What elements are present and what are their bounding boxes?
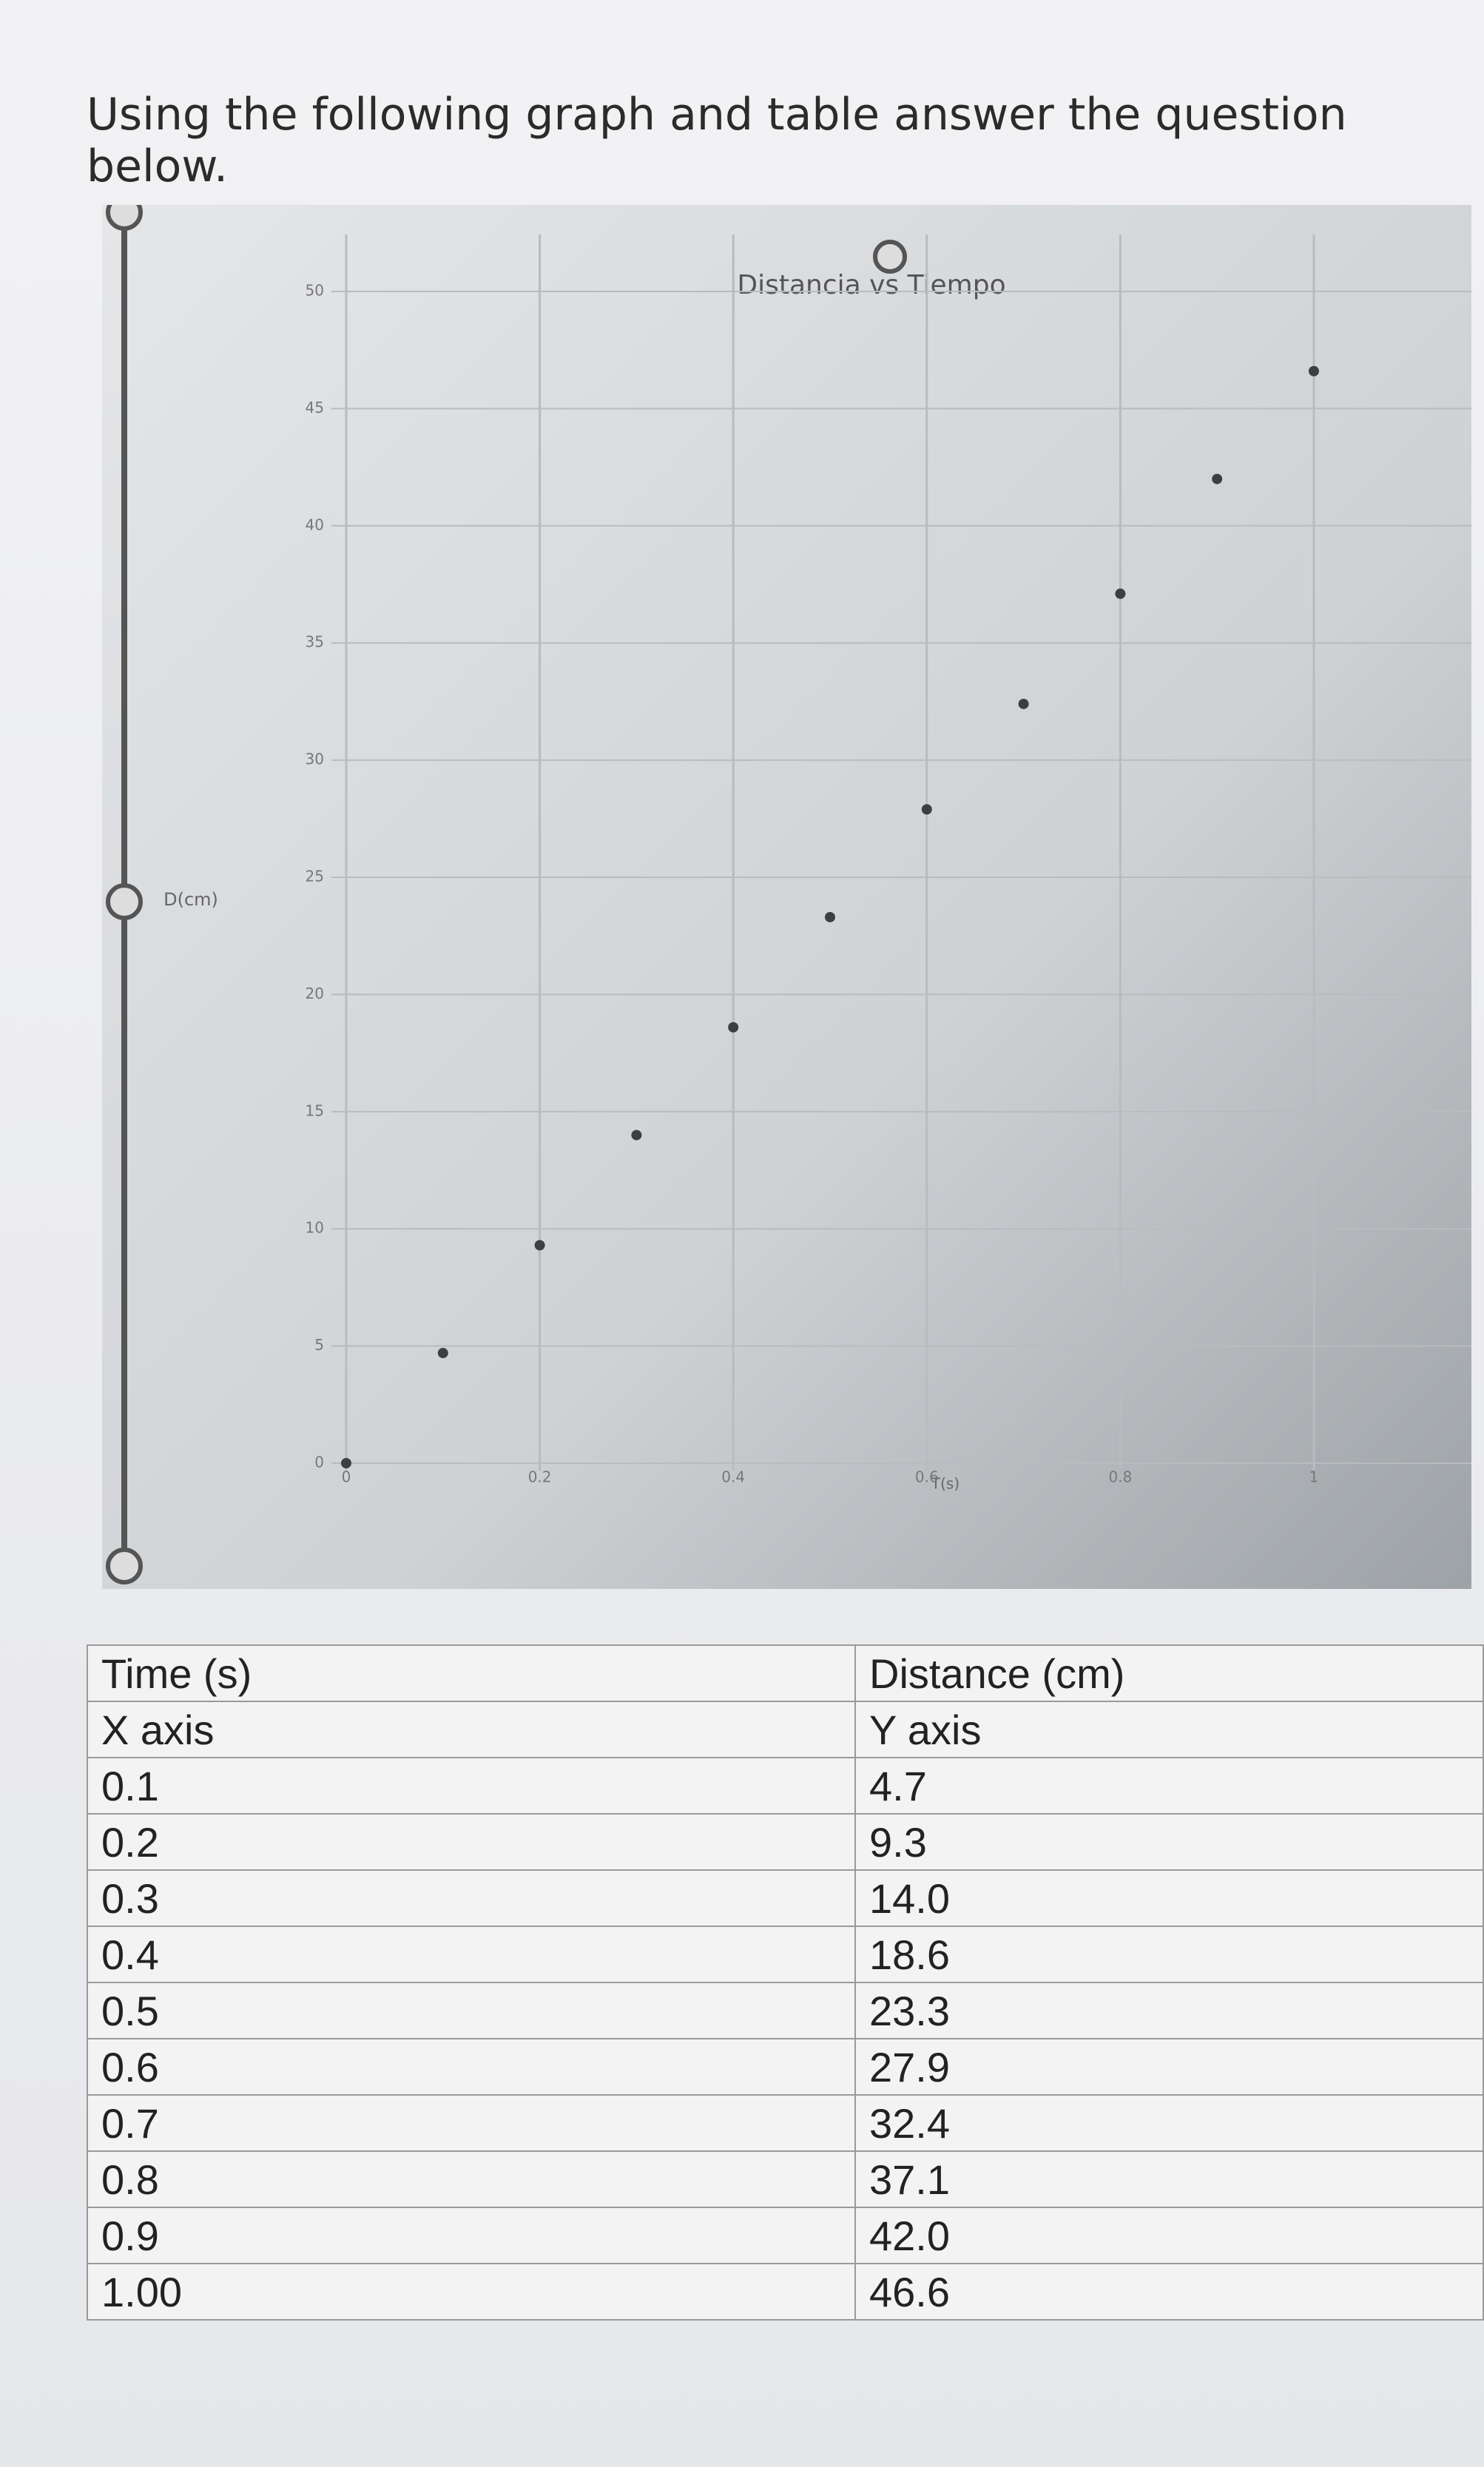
x-tick-label: 0.8 <box>1108 1468 1132 1486</box>
table-row: 0.7 32.4 <box>87 2094 1484 2152</box>
data-point <box>921 804 932 815</box>
data-point <box>341 1458 351 1468</box>
heading: Using the following graph and table answ… <box>87 89 1347 192</box>
data-table: Time (s) Distance (cm) X axis Y axis 0.1 4.7 0… <box>87 1644 1484 2321</box>
y-tick-label: 5 <box>314 1336 324 1354</box>
table-row: 0.2 9.3 <box>87 1813 1484 1871</box>
table-cell: 27.9 <box>854 2038 1484 2096</box>
y-tick-label: 20 <box>306 985 324 1002</box>
y-tick-label: 40 <box>306 516 324 533</box>
table-row: Time (s) Distance (cm) <box>87 1644 1484 1702</box>
table-cell: 14.0 <box>854 1869 1484 1927</box>
table-cell: 9.3 <box>854 1813 1484 1871</box>
table-row: 0.6 27.9 <box>87 2038 1484 2096</box>
table-cell: Distance (cm) <box>854 1644 1484 1702</box>
x-tick-label: 0.4 <box>721 1468 745 1486</box>
table-cell: 0.8 <box>87 2150 856 2208</box>
handle <box>106 883 143 920</box>
table-cell: 18.6 <box>854 1926 1484 1983</box>
table-row: 0.9 42.0 <box>87 2207 1484 2264</box>
data-point <box>1309 365 1319 377</box>
chart: Distancia vs Tiempo D(cm) T(s) 051015202… <box>102 205 1471 1589</box>
data-point <box>631 1130 642 1141</box>
data-point <box>1018 698 1029 709</box>
table-cell: Time (s) <box>87 1644 856 1702</box>
table-cell: 0.9 <box>87 2207 856 2264</box>
handle <box>106 205 143 231</box>
x-tick-label: 0.6 <box>915 1468 939 1486</box>
table-cell: 32.4 <box>854 2094 1484 2152</box>
handle <box>106 1548 143 1585</box>
data-point <box>534 1240 545 1251</box>
table-row: 0.3 14.0 <box>87 1869 1484 1927</box>
table-cell: 42.0 <box>854 2207 1484 2264</box>
table-cell: 0.3 <box>87 1869 856 1927</box>
x-tick-label: 0 <box>342 1468 351 1486</box>
y-tick-label: 30 <box>306 750 324 768</box>
table-cell: 0.7 <box>87 2094 856 2152</box>
data-point <box>825 911 835 922</box>
data-point <box>1115 588 1126 599</box>
table-cell: 0.5 <box>87 1982 856 2039</box>
chart-background <box>102 205 1471 1589</box>
table-cell: 4.7 <box>854 1757 1484 1815</box>
table-cell: 1.00 <box>87 2263 856 2321</box>
table-cell: 46.6 <box>854 2263 1484 2321</box>
y-tick-label: 0 <box>314 1454 324 1471</box>
table-row: 0.1 4.7 <box>87 1757 1484 1815</box>
table-row: 1.00 46.6 <box>87 2263 1484 2321</box>
chart-title: Distancia vs Tiempo <box>737 270 1005 300</box>
y-tick-label: 10 <box>306 1219 324 1237</box>
table-row: X axis Y axis <box>87 1701 1484 1758</box>
y-tick-label: 35 <box>306 633 324 651</box>
data-point <box>437 1348 448 1359</box>
handle <box>873 240 907 274</box>
y-tick-label: 50 <box>306 282 324 300</box>
data-point <box>1212 473 1223 485</box>
y-tick-label: 15 <box>306 1101 324 1119</box>
table-cell: X axis <box>87 1701 856 1758</box>
table-cell: 23.3 <box>854 1982 1484 2039</box>
table-row: 0.4 18.6 <box>87 1926 1484 1983</box>
table-cell: 0.4 <box>87 1926 856 1983</box>
table-cell: 0.6 <box>87 2038 856 2096</box>
x-tick-label: 1 <box>1309 1468 1319 1486</box>
table-cell: Y axis <box>854 1701 1484 1758</box>
table-cell: 37.1 <box>854 2150 1484 2208</box>
table-row: 0.8 37.1 <box>87 2150 1484 2208</box>
x-axis-label: T(s) <box>931 1475 959 1493</box>
table-row: 0.5 23.3 <box>87 1982 1484 2039</box>
table-cell: 0.1 <box>87 1757 856 1815</box>
data-point <box>728 1022 739 1033</box>
x-tick-label: 0.2 <box>528 1468 552 1486</box>
y-axis-label: D(cm) <box>163 889 218 910</box>
y-tick-label: 25 <box>306 868 324 885</box>
table-cell: 0.2 <box>87 1813 856 1871</box>
y-tick-label: 45 <box>306 399 324 416</box>
